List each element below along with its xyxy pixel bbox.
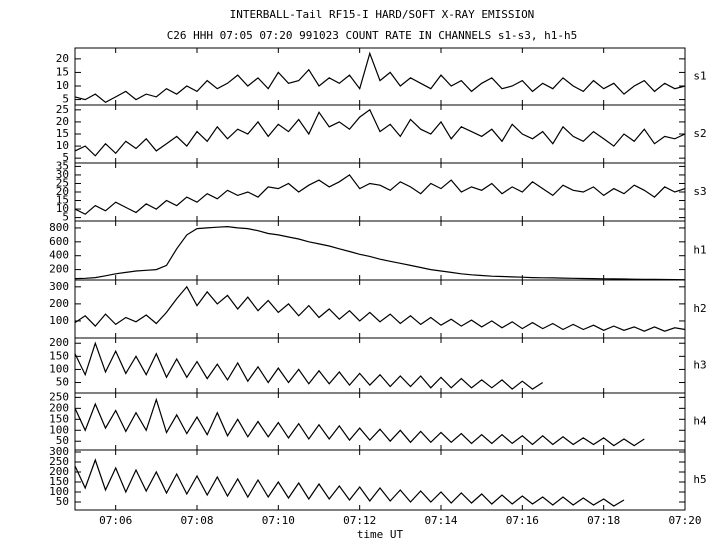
y-tick-label: 15 — [56, 65, 69, 78]
y-tick-label: 30 — [56, 168, 69, 181]
trace — [74, 397, 645, 447]
x-axis-label: time UT — [357, 528, 404, 541]
y-tick-label: 150 — [49, 349, 69, 362]
y-tick-label: 300 — [49, 445, 69, 458]
panel-frame — [74, 449, 686, 511]
y-tick-label: 10 — [56, 79, 69, 92]
y-tick-label: 10 — [56, 139, 69, 152]
y-tick-label: 100 — [49, 485, 69, 498]
channel-label: h5 — [693, 473, 706, 486]
x-tick-label: 07:08 — [180, 514, 213, 527]
y-tick-label: 25 — [56, 103, 69, 116]
y-tick-label: 20 — [56, 185, 69, 198]
y-tick-label: 15 — [56, 127, 69, 140]
y-tick-label: 100 — [49, 423, 69, 436]
channel-label: s2 — [693, 127, 706, 140]
y-tick-label: 150 — [49, 412, 69, 425]
y-tick-label: 25 — [56, 176, 69, 189]
y-tick-label: 250 — [49, 455, 69, 468]
y-tick-label: 50 — [56, 495, 69, 508]
y-tick-label: 15 — [56, 194, 69, 207]
trace — [74, 108, 686, 157]
y-tick-label: 35 — [56, 159, 69, 172]
x-tick-label: 07:18 — [587, 514, 620, 527]
y-tick-label: 5 — [62, 151, 69, 164]
y-tick-label: 150 — [49, 475, 69, 488]
y-tick-label: 50 — [56, 376, 69, 389]
y-tick-label: 5 — [62, 211, 69, 224]
channel-label: s1 — [693, 70, 706, 83]
x-tick-label: 07:14 — [424, 514, 457, 527]
channel-label: h4 — [693, 415, 707, 428]
y-tick-label: 400 — [49, 249, 69, 262]
y-tick-label: 200 — [49, 297, 69, 310]
channel-label: h1 — [693, 244, 706, 257]
channel-label: h3 — [693, 359, 706, 372]
channel-label: s3 — [693, 185, 706, 198]
trace — [74, 174, 686, 215]
x-tick-label: 07:20 — [668, 514, 701, 527]
y-tick-label: 20 — [56, 52, 69, 65]
y-tick-label: 250 — [49, 390, 69, 403]
y-tick-label: 300 — [49, 280, 69, 293]
chart-subtitle: C26 HHH 07:05 07:20 991023 COUNT RATE IN… — [167, 29, 578, 42]
y-tick-label: 600 — [49, 235, 69, 248]
y-tick-label: 50 — [56, 434, 69, 447]
trace — [74, 341, 544, 390]
trace — [74, 51, 686, 104]
y-tick-label: 10 — [56, 202, 69, 215]
y-tick-label: 5 — [62, 93, 69, 106]
y-tick-label: 200 — [49, 263, 69, 276]
y-tick-label: 100 — [49, 362, 69, 375]
trace — [74, 225, 686, 281]
trace — [74, 458, 625, 507]
x-tick-label: 07:06 — [99, 514, 132, 527]
y-tick-label: 20 — [56, 115, 69, 128]
y-tick-label: 200 — [49, 465, 69, 478]
y-tick-label: 200 — [49, 336, 69, 349]
trace — [74, 285, 686, 332]
y-tick-label: 100 — [49, 314, 69, 327]
x-tick-label: 07:10 — [262, 514, 295, 527]
y-tick-label: 200 — [49, 401, 69, 414]
x-tick-label: 07:16 — [506, 514, 539, 527]
y-tick-label: 800 — [49, 221, 69, 234]
chart-title: INTERBALL-Tail RF15-I HARD/SOFT X-RAY EM… — [230, 8, 535, 21]
x-tick-label: 07:12 — [343, 514, 376, 527]
channel-label: h2 — [693, 302, 706, 315]
